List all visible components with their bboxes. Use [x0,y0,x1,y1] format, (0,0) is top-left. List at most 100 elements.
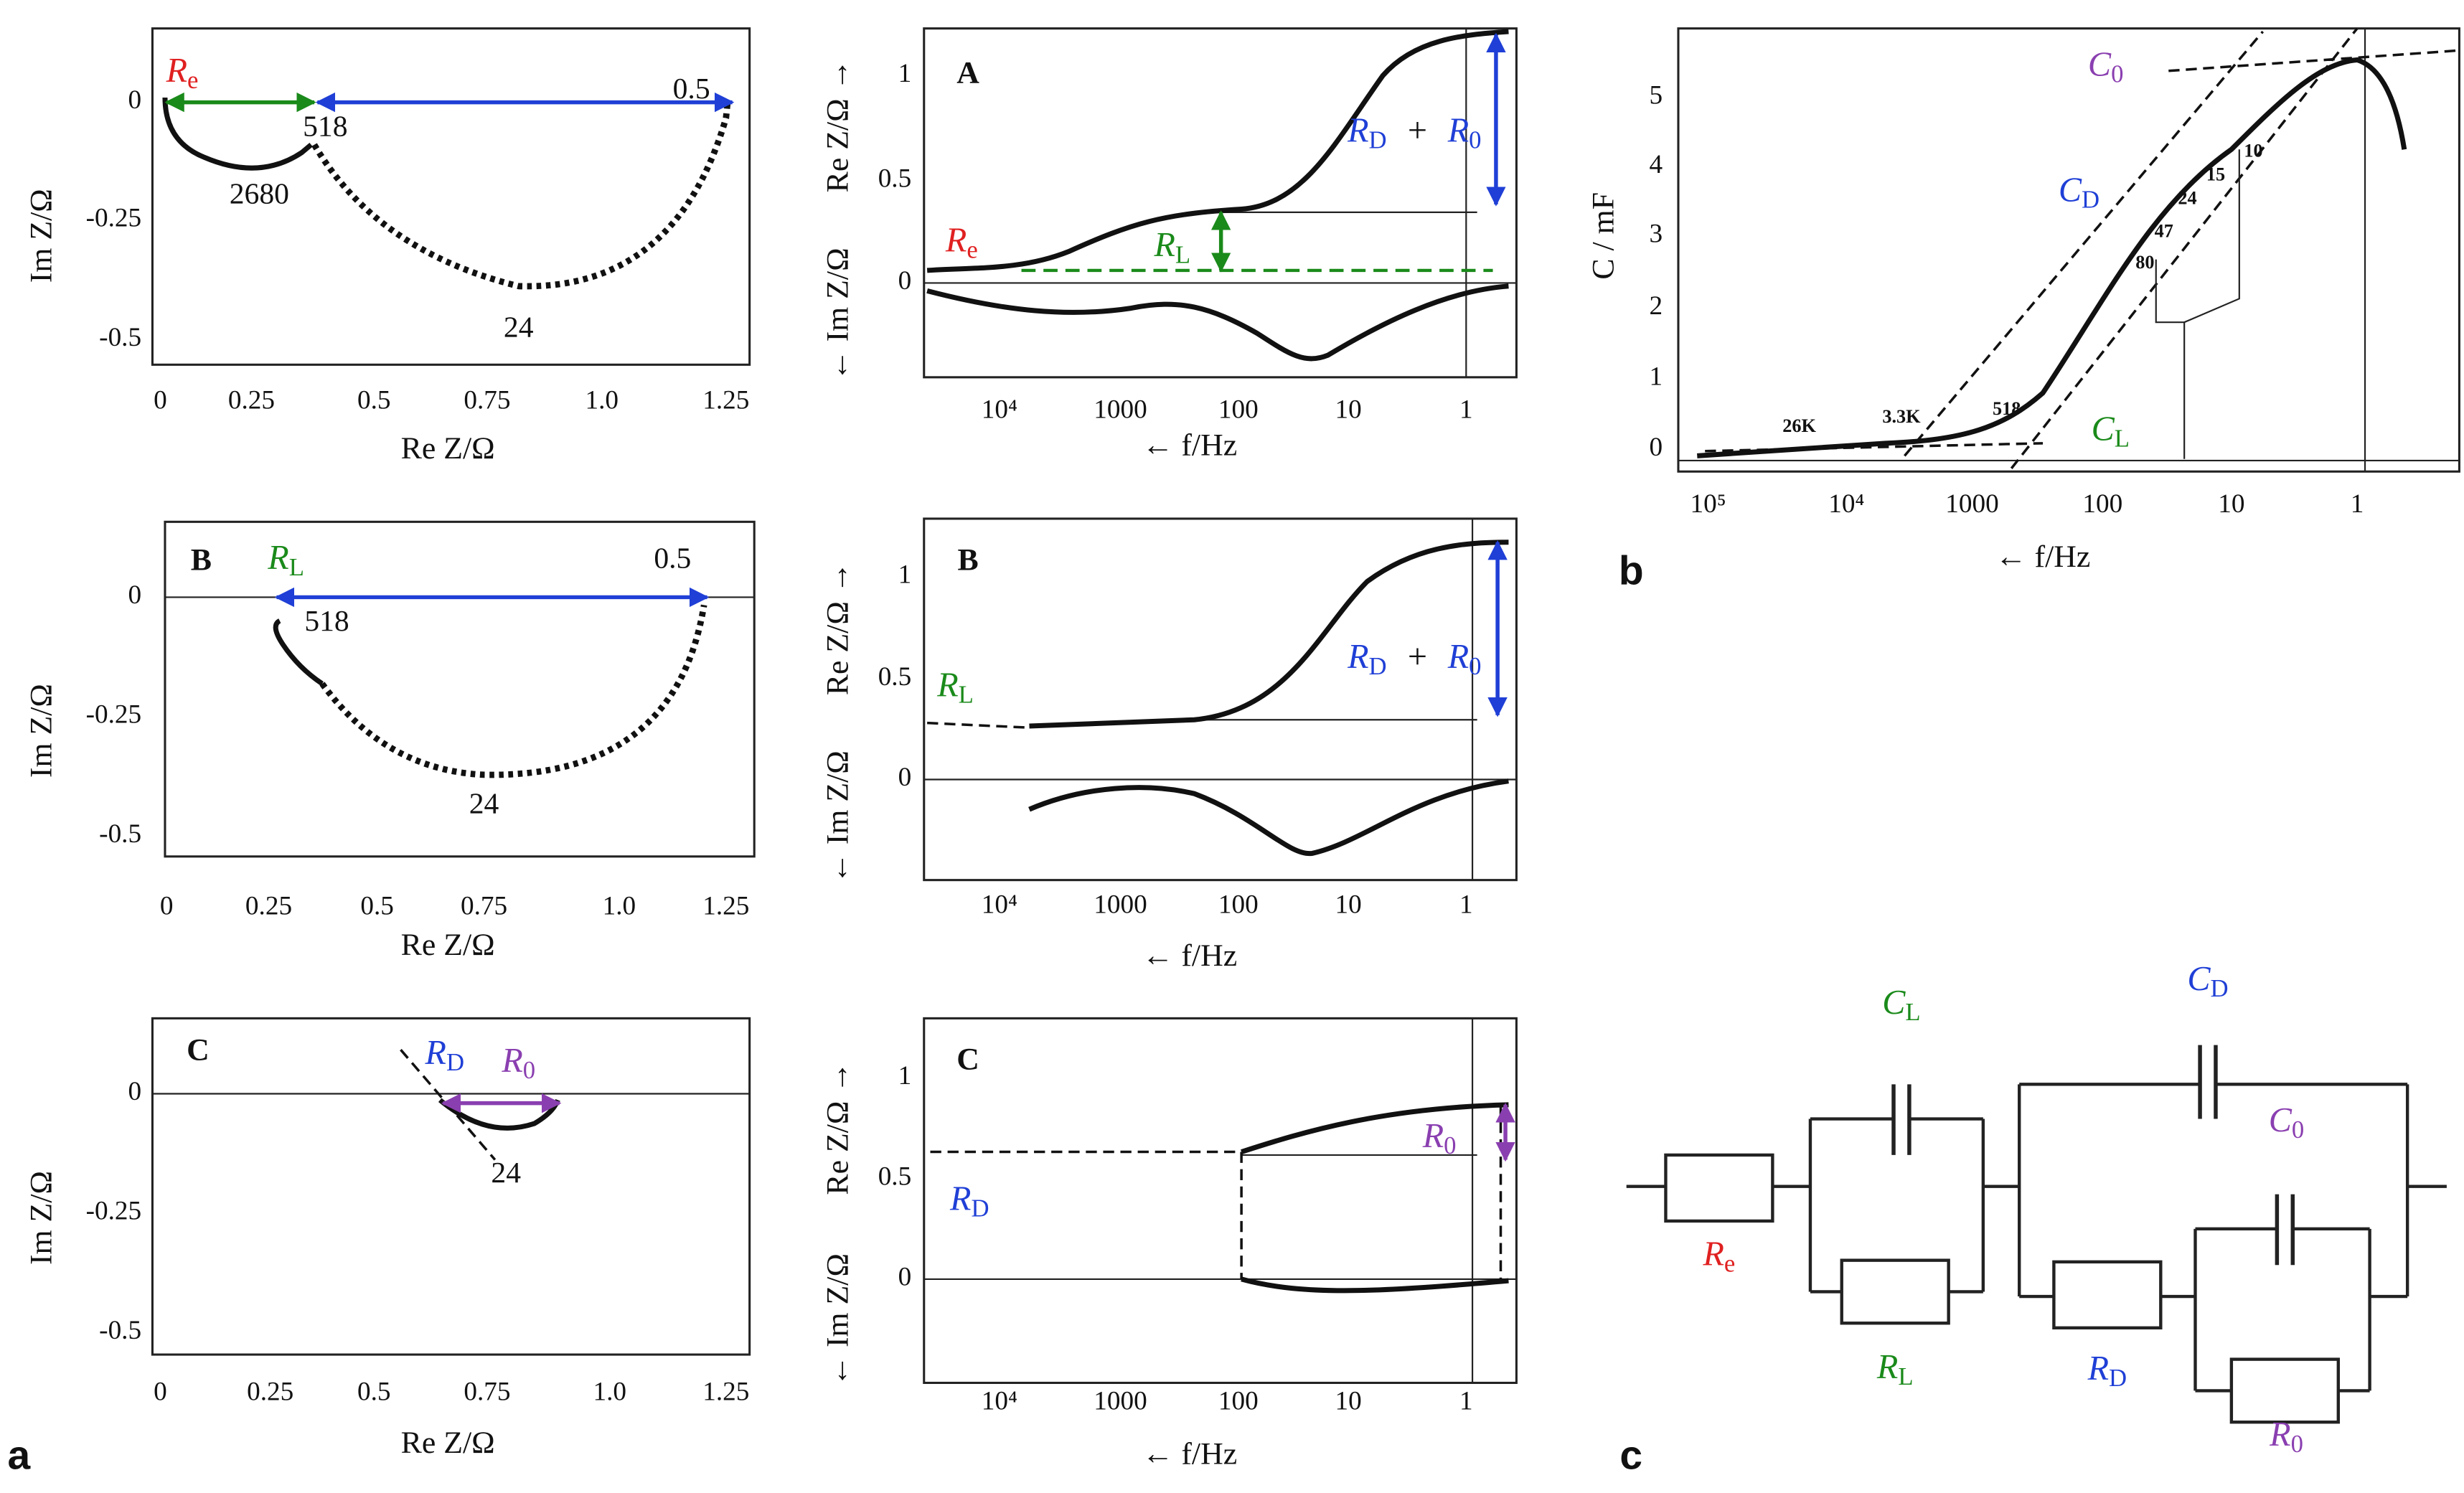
symbol-sub: 0 [2291,1430,2303,1458]
symbol-main: R [945,222,967,260]
symbol-sub: L [1905,998,1920,1026]
symbol-sub: L [1175,240,1190,268]
symbol-main: R [267,539,288,577]
axis-label: Im Z/Ω [24,684,58,778]
symbol: RL [936,667,974,709]
symbol-sub: 0 [2292,1116,2304,1144]
operator: + [1408,638,1427,676]
y-tick-label: 0.5 [878,662,912,692]
symbol-main: C [2187,960,2211,998]
x-tick-label: 100 [1218,890,1259,919]
x-tick-label: 10⁵ [1690,489,1726,519]
axis-label: Re Z/Ω [401,928,495,962]
frames [151,27,2460,1385]
point-label: 80 [2135,252,2154,273]
symbol-main: C [2088,45,2112,83]
x-tick-label: 100 [1218,395,1259,425]
symbol-main: R [2087,1350,2109,1388]
symbol-sub: D [1369,126,1387,154]
symbol: R0 [1422,1117,1457,1159]
axis-label: Re Z/Ω [401,431,495,466]
circuit [1626,1045,2447,1424]
x-tick-label: 1.0 [586,385,619,415]
symbol-sub: L [1898,1362,1913,1390]
x-tick-label: 10⁴ [982,890,1017,919]
x-tick-label: 10⁴ [982,395,1017,425]
y-tick-label: -0.5 [99,819,141,849]
symbol-sub: L [959,680,974,708]
symbol-main: C [2092,410,2115,448]
symbol-main: R [1702,1235,1724,1273]
x-tick-label: 0 [160,892,174,921]
x-tick-label: 0.5 [357,1377,391,1406]
point-label: 15 [2206,164,2225,185]
symbol-main: R [1153,226,1175,264]
y-tick-label: 5 [1649,81,1663,110]
point-label: 10 [2244,141,2262,161]
x-tick-label: 1000 [1094,1386,1147,1416]
symbol: CD [2187,960,2228,1002]
symbol: C0 [2269,1101,2304,1144]
symbol-main: R [1447,111,1469,149]
symbol-main: C [2059,171,2082,209]
y-tick-label: 1 [898,59,912,88]
symbol-main: C [2269,1101,2293,1139]
symbol: RD [949,1180,989,1223]
symbol-sub: D [446,1048,464,1076]
symbol: CD [2059,171,2099,214]
symbol-sub: D [1369,652,1387,680]
x-tick-label: 0 [154,385,167,415]
symbol-main: R [501,1042,522,1080]
curves [162,27,2460,1294]
y-tick-label: 3 [1649,219,1663,248]
y-tick-label: -0.5 [99,1316,141,1345]
panel-letter: a [7,1433,31,1479]
point-label: 47 [2155,220,2173,241]
panel-letter: A [956,55,979,90]
x-tick-label: 0.25 [245,892,292,921]
point-label: 2680 [230,178,289,211]
axis-label: ← Im Z/Ω [821,750,855,884]
x-tick-label: 1 [1459,890,1473,919]
x-tick-label: 1 [1459,395,1473,425]
point-label: 24 [491,1157,521,1190]
axis-label: Re Z/Ω → [821,60,855,193]
x-tick-label: 1000 [1094,395,1147,425]
arrows [164,32,1515,1162]
point-label: 0.5 [654,542,691,575]
symbol-sub: 0 [1469,126,1481,154]
x-tick-label: 1.0 [603,892,636,921]
symbol-main: R [1876,1348,1898,1386]
axis-label: ← f/Hz [1142,938,1238,973]
point-label: 26K [1782,415,1816,436]
y-tick-label: 0 [898,1262,912,1291]
point-label: 0.5 [673,72,710,105]
axis-label: ← f/Hz [1142,428,1238,462]
symbol: Re [1702,1235,1735,1277]
y-tick-label: 2 [1649,291,1663,321]
y-tick-label: 0 [128,1077,141,1106]
symbol-main: R [425,1034,446,1072]
x-tick-label: 0.75 [464,385,510,415]
symbol-sub: 0 [1444,1131,1456,1159]
x-tick-label: 1000 [1094,890,1147,919]
y-tick-label: 0 [898,266,912,296]
panel-letter: B [191,542,212,577]
axis-label: C / mF [1586,192,1620,280]
y-tick-label: 0 [128,580,141,610]
panel-letter: C [956,1042,979,1077]
x-tick-label: 0 [154,1377,167,1406]
x-tick-label: 10 [1335,395,1361,425]
operator: + [1408,111,1427,149]
point-label: 518 [304,605,349,638]
symbol-sub: 0 [523,1056,535,1084]
symbol-main: R [1347,638,1368,676]
symbol: C0 [2088,45,2123,88]
x-tick-label: 10 [2218,489,2244,519]
x-tick-label: 1.0 [593,1377,626,1406]
symbol-sub: L [2115,425,2130,453]
symbol-sub: D [2109,1364,2127,1392]
symbol-sub: D [2082,186,2099,214]
symbol: R0 [1447,638,1482,680]
x-tick-label: 1.25 [702,385,749,415]
